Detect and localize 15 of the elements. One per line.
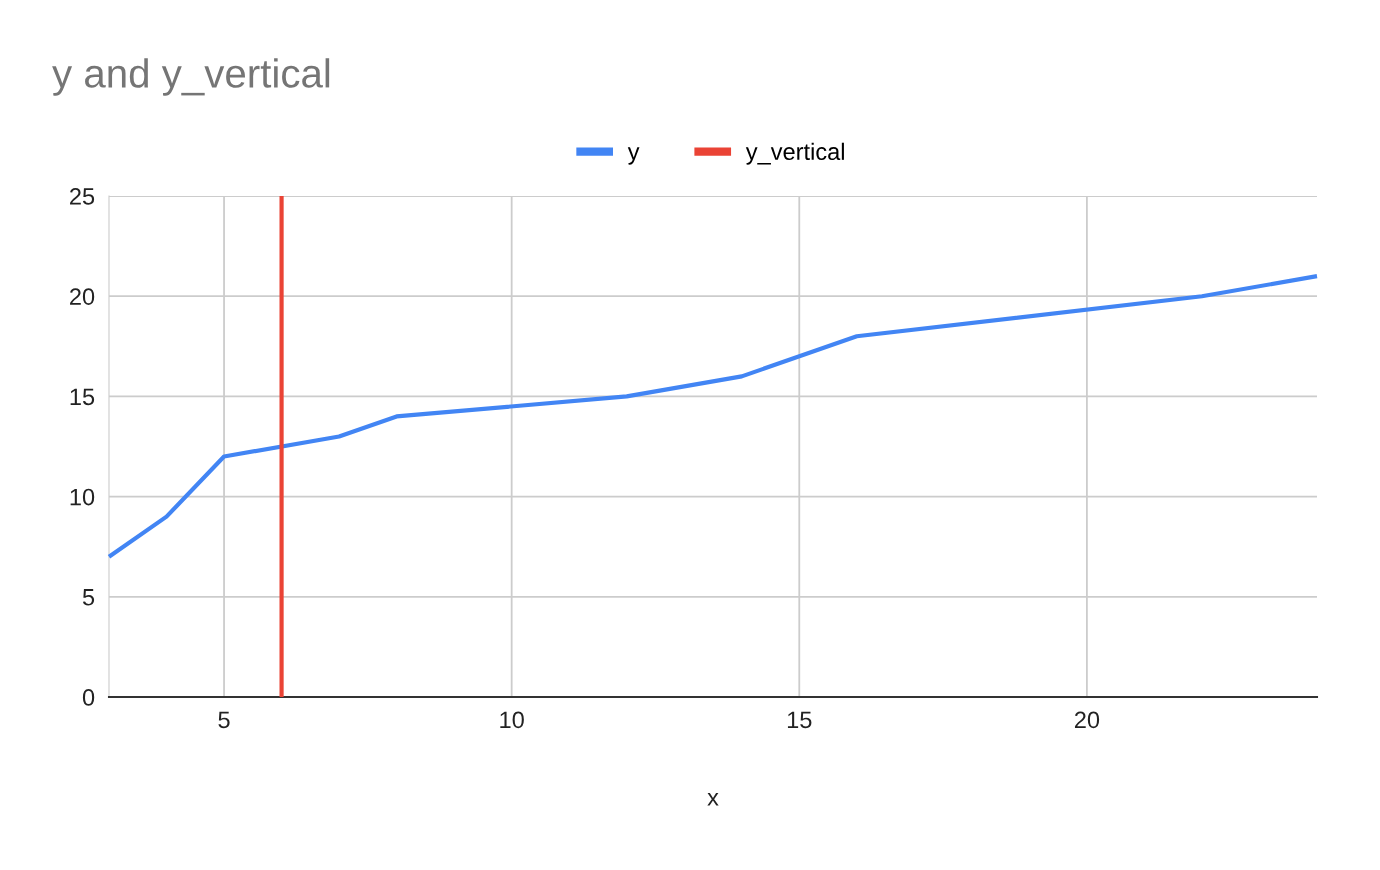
x-tick-label: 15 <box>787 711 812 729</box>
y-tick-label: 25 <box>70 188 95 205</box>
y-tick-label: 20 <box>70 288 95 305</box>
x-tick-label: 5 <box>218 711 230 729</box>
y-tick-label: 0 <box>82 689 95 706</box>
legend-label: y_vertical <box>745 142 844 165</box>
x-tick-label: 10 <box>500 711 524 729</box>
chart-title: y and y_vertical <box>52 58 330 96</box>
y-tick-label: 10 <box>70 488 95 506</box>
legend-label: y <box>627 147 640 165</box>
y-tick-label: 15 <box>70 388 95 406</box>
y-tick-label: 5 <box>82 589 95 606</box>
x-tick-label: 20 <box>1074 711 1100 729</box>
x-axis-title: x <box>707 793 719 806</box>
line-series <box>106 274 1320 559</box>
